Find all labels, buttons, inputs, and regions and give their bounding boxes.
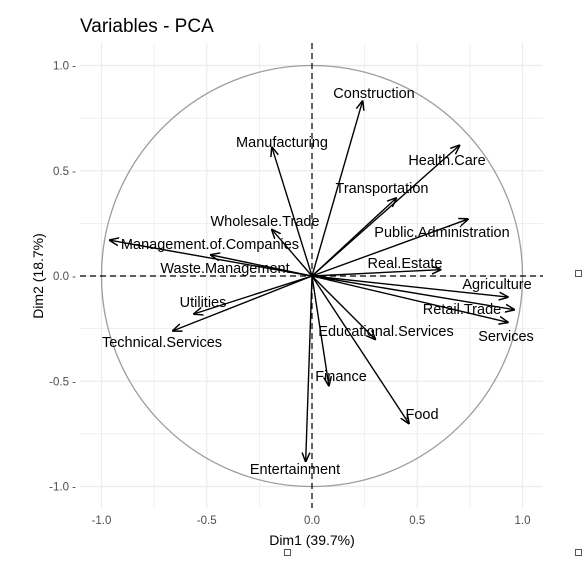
corner-marker [575, 549, 582, 556]
variable-label: Manufacturing [236, 135, 328, 151]
variable-arrow [306, 275, 313, 461]
variable-label: Transportation [336, 181, 429, 197]
variable-arrow [173, 275, 313, 331]
variable-arrow [311, 275, 508, 322]
variable-arrow [311, 270, 440, 277]
variable-label: Construction [333, 86, 414, 102]
y-tick-label: -0.5 - [49, 376, 76, 388]
plot-panel: -1.0 -0.5 0.0 0.5 1.0 1.0 - 0.5 - 0.0 - -0.5 - -1… [49, 43, 543, 527]
y-axis-title: Dim2 (18.7%) [30, 233, 46, 319]
corner-marker [575, 270, 582, 277]
variable-label: Entertainment [250, 462, 340, 478]
variable-arrow [311, 145, 459, 277]
variable-arrow [311, 275, 375, 339]
variable-arrow [311, 275, 508, 297]
variable-label: Waste.Management [160, 261, 289, 277]
x-tick-label: 0.5 [409, 515, 425, 527]
variable-arrow [311, 198, 396, 277]
variable-arrow [272, 230, 313, 277]
y-tick-label: -1.0 - [49, 482, 76, 494]
variable-label: Wholesale.Trade [210, 214, 319, 230]
variable-arrow [311, 219, 468, 277]
variable-label: Agriculture [462, 277, 531, 293]
variable-arrow [272, 148, 313, 277]
variable-label: Retail.Trade [423, 302, 501, 318]
x-tick-label: -1.0 [92, 515, 112, 527]
variable-arrow [311, 101, 363, 277]
variable-label: Real.Estate [368, 256, 443, 272]
x-tick-label: -0.5 [197, 515, 217, 527]
variable-label: Health.Care [408, 153, 485, 169]
variable-arrow [311, 275, 409, 423]
x-axis-title: Dim1 (39.7%) [269, 532, 355, 548]
chart-title: Variables - PCA [80, 16, 214, 37]
variable-label: Management.of.Companies [121, 237, 299, 253]
y-tick-label: 1.0 - [53, 61, 76, 73]
variable-label: Public.Administration [374, 225, 509, 241]
variable-arrow [311, 275, 329, 385]
variable-label: Educational.Services [318, 324, 453, 340]
variable-arrow [194, 275, 313, 314]
variable-label: Services [478, 329, 534, 345]
y-tick-label: 0.0 - [53, 271, 76, 283]
variable-label: Technical.Services [102, 335, 222, 351]
variable-arrow [311, 275, 514, 310]
variable-label: Food [405, 407, 438, 423]
x-tick-label: 0.0 [304, 515, 320, 527]
variable-label: Finance [315, 369, 367, 385]
y-tick-label: 0.5 - [53, 166, 76, 178]
corner-marker [284, 549, 291, 556]
x-tick-label: 1.0 [515, 515, 531, 527]
variable-arrow [211, 255, 313, 277]
variable-label: Utilities [180, 295, 227, 311]
